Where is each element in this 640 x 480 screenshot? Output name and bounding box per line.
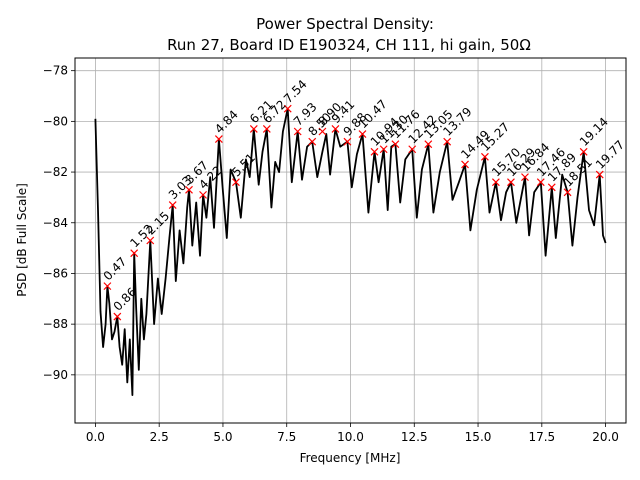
peak-marker	[461, 160, 469, 169]
peak-label: 19.77	[593, 138, 627, 172]
peak-marker	[308, 137, 317, 146]
peak-marker	[232, 178, 240, 187]
peak-marker	[521, 173, 529, 182]
peak-marker	[168, 201, 177, 209]
psd-line-group	[94, 107, 607, 397]
y-axis-label: PSD [dB Full Scale]	[15, 183, 29, 297]
peak-label: 7.54	[281, 77, 310, 106]
peak-marker	[536, 178, 545, 187]
peak-marker	[130, 249, 139, 258]
peak-label: 2.15	[143, 209, 172, 238]
x-axis-ticks: 0.0 2.5 5.0 7.5 10.0 12.5 15.0 17.5 20.0	[86, 423, 619, 444]
y-tick-label: −80	[43, 114, 68, 128]
peak-label: 0.47	[101, 254, 130, 283]
y-axis-ticks: −90 −88 −86 −84 −82 −80 −78	[43, 64, 75, 382]
peak-marker	[443, 137, 452, 146]
peak-label: 5.51	[229, 151, 258, 180]
y-tick-label: −84	[43, 216, 68, 230]
x-tick-label: 5.0	[213, 430, 232, 444]
peak-marker	[379, 145, 388, 154]
psd-series-line	[94, 107, 607, 397]
x-axis-label: Frequency [MHz]	[300, 451, 401, 465]
peak-marker	[408, 145, 417, 154]
chart-title-line1: Power Spectral Density:	[256, 15, 434, 33]
peak-markers	[103, 104, 604, 321]
y-tick-label: −86	[43, 266, 68, 280]
y-tick-label: −90	[43, 368, 68, 382]
peak-marker	[595, 170, 604, 179]
x-tick-label: 2.5	[150, 430, 169, 444]
peak-marker	[491, 178, 500, 187]
peak-marker	[343, 137, 352, 146]
x-tick-label: 15.0	[465, 430, 492, 444]
peak-marker	[507, 178, 515, 187]
x-tick-label: 17.5	[528, 430, 555, 444]
peak-marker	[249, 125, 258, 133]
peak-marker	[185, 185, 193, 194]
y-tick-label: −82	[43, 165, 68, 179]
peak-marker	[283, 104, 292, 113]
peak-marker	[146, 236, 155, 245]
peak-marker	[481, 152, 489, 161]
x-tick-label: 7.5	[277, 430, 296, 444]
y-tick-label: −78	[43, 64, 68, 78]
peak-label: 4.84	[212, 107, 241, 136]
peak-marker	[579, 147, 588, 156]
peak-marker	[214, 135, 223, 144]
peak-marker	[331, 125, 340, 133]
peak-marker	[103, 282, 112, 291]
peak-marker	[113, 312, 122, 321]
peak-marker	[293, 127, 302, 136]
x-tick-label: 0.0	[86, 430, 105, 444]
x-tick-label: 12.5	[401, 430, 428, 444]
peak-marker	[262, 125, 271, 133]
y-tick-label: −88	[43, 317, 68, 331]
x-tick-label: 20.0	[592, 430, 619, 444]
peak-marker	[318, 127, 327, 136]
chart-title-line2: Run 27, Board ID E190324, CH 111, hi gai…	[167, 36, 531, 54]
peak-marker	[199, 190, 207, 199]
peak-marker	[424, 140, 433, 149]
peak-marker	[391, 140, 400, 149]
peak-marker	[358, 130, 367, 138]
peak-marker	[547, 183, 556, 192]
x-tick-label: 10.0	[337, 430, 364, 444]
peak-marker	[563, 188, 572, 197]
peak-labels: 0.470.861.522.153.033.674.224.845.516.21…	[101, 77, 628, 314]
peak-marker	[370, 147, 379, 156]
